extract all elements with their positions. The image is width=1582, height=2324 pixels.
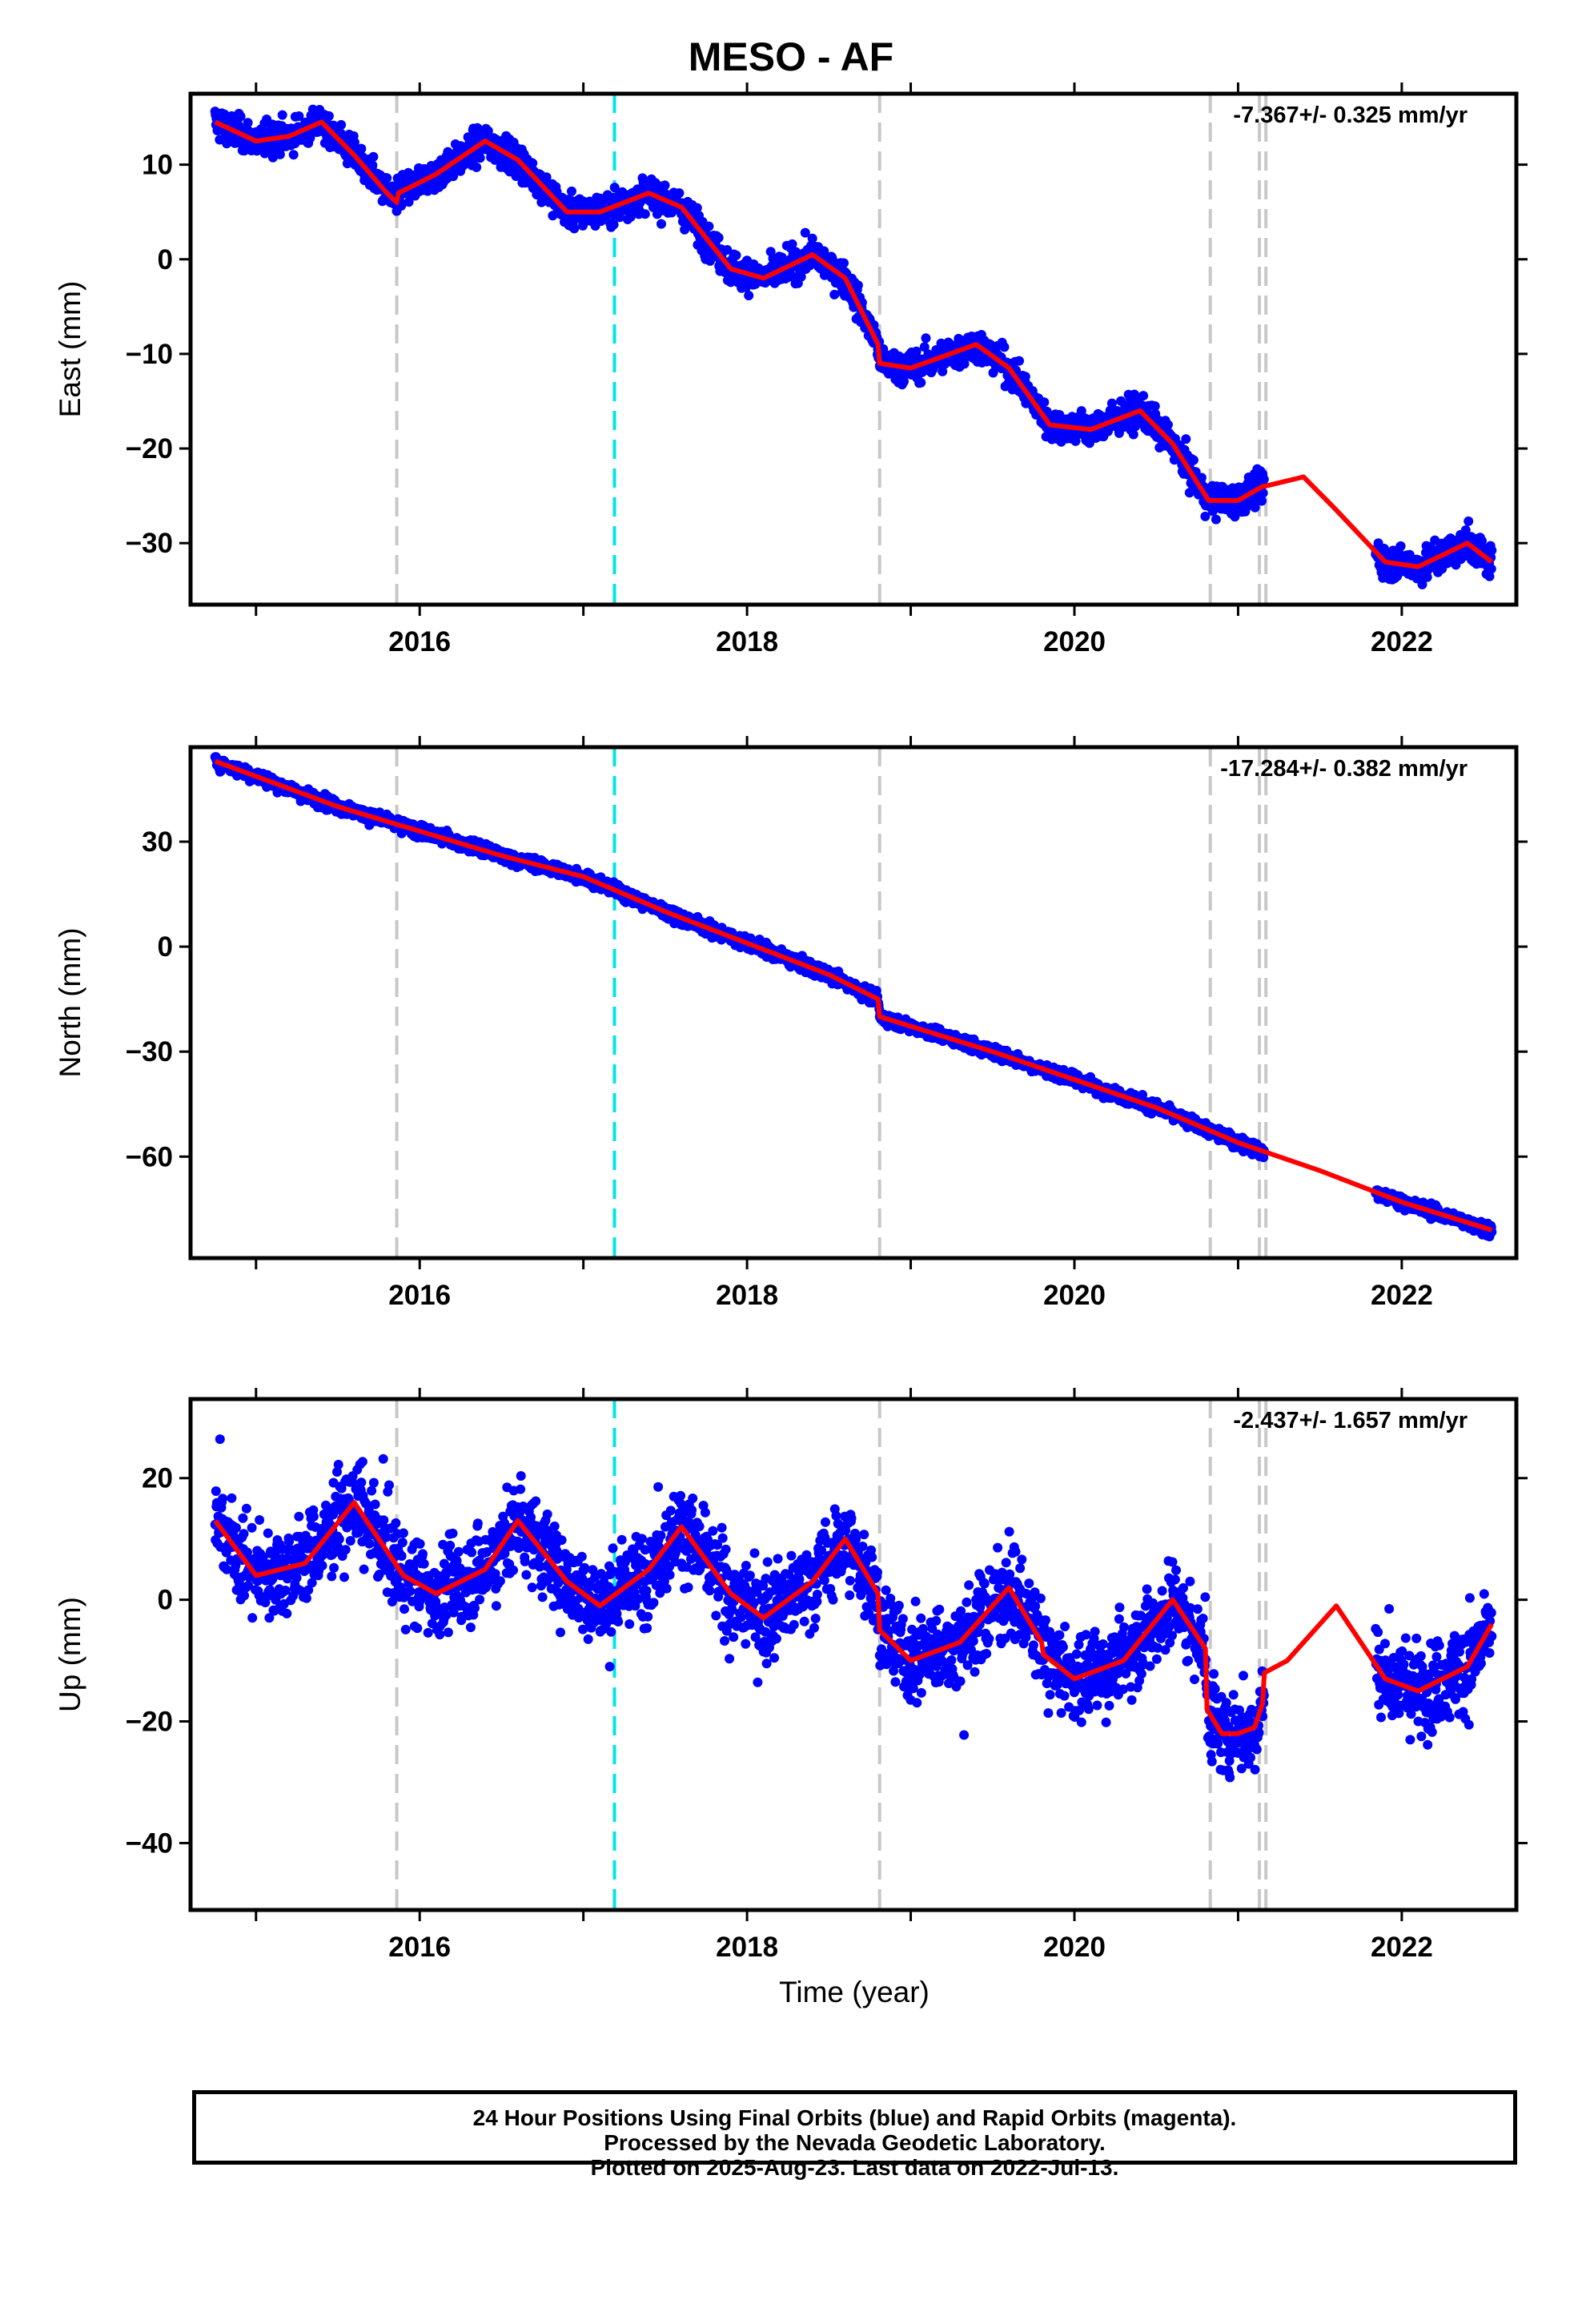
data-point bbox=[367, 160, 378, 171]
data-point bbox=[349, 137, 359, 147]
x-tick-label: 2018 bbox=[716, 626, 778, 657]
data-point bbox=[528, 158, 538, 168]
data-point bbox=[1128, 429, 1138, 440]
y-tick-label: −20 bbox=[126, 433, 173, 464]
data-point bbox=[235, 111, 246, 122]
data-point bbox=[243, 118, 253, 128]
y-tick-label: 10 bbox=[142, 150, 173, 181]
data-point bbox=[336, 119, 347, 130]
chart-title: MESO - AF bbox=[688, 34, 894, 79]
data-point bbox=[1259, 474, 1269, 485]
y-tick-label: −30 bbox=[126, 528, 173, 559]
y-tick-label: 0 bbox=[158, 244, 173, 275]
data-point bbox=[1188, 455, 1199, 465]
data-point bbox=[294, 111, 304, 121]
x-tick-label: 2016 bbox=[388, 626, 451, 657]
data-point bbox=[1181, 434, 1191, 444]
data-point bbox=[288, 150, 299, 160]
data-point bbox=[448, 171, 459, 182]
data-point bbox=[1487, 545, 1497, 556]
data-point bbox=[356, 143, 367, 154]
data-point bbox=[692, 203, 702, 213]
data-point bbox=[1464, 516, 1474, 526]
data-point bbox=[839, 258, 849, 268]
data-point bbox=[277, 110, 287, 120]
data-point bbox=[472, 162, 482, 172]
data-point bbox=[625, 211, 636, 222]
data-point bbox=[1395, 541, 1406, 551]
rate-annotation: -7.367+/- 0.325 mm/yr bbox=[1233, 103, 1468, 128]
x-tick-label: 2020 bbox=[1043, 626, 1106, 657]
data-point bbox=[1020, 372, 1030, 382]
data-point bbox=[323, 111, 334, 121]
data-point bbox=[1138, 391, 1149, 401]
data-point bbox=[569, 223, 580, 234]
data-point bbox=[382, 173, 392, 183]
data-point bbox=[1422, 572, 1432, 582]
data-point bbox=[921, 333, 931, 344]
data-point bbox=[656, 219, 666, 229]
data-point bbox=[744, 291, 754, 300]
data-point bbox=[1486, 564, 1496, 574]
data-point bbox=[731, 250, 741, 260]
data-point bbox=[608, 219, 619, 230]
data-point bbox=[404, 197, 414, 207]
data-points bbox=[210, 104, 1497, 589]
data-point bbox=[475, 153, 485, 163]
data-point bbox=[1014, 356, 1024, 366]
model-curve bbox=[214, 119, 1494, 569]
data-point bbox=[1039, 397, 1050, 408]
data-point bbox=[640, 209, 650, 219]
data-point bbox=[713, 232, 724, 243]
data-point bbox=[704, 221, 714, 231]
data-point bbox=[1211, 514, 1221, 525]
data-point bbox=[483, 126, 493, 136]
east-panel: 2016 2018 2020 2022 10 0 −10 −20 −30 East (mm) -7.… bbox=[54, 82, 1528, 657]
data-point bbox=[614, 212, 624, 223]
data-point bbox=[674, 188, 685, 199]
y-axis-label: East (mm) bbox=[54, 281, 86, 418]
x-tick-label: 2022 bbox=[1371, 626, 1433, 657]
data-point bbox=[853, 280, 863, 291]
data-point bbox=[541, 172, 552, 183]
data-point bbox=[567, 186, 576, 196]
data-point bbox=[617, 187, 628, 197]
y-tick-label: −10 bbox=[126, 339, 173, 370]
data-point bbox=[999, 342, 1010, 352]
plot-frame bbox=[188, 91, 1519, 607]
data-point bbox=[660, 180, 670, 191]
data-point bbox=[916, 377, 926, 388]
data-point bbox=[368, 151, 379, 162]
